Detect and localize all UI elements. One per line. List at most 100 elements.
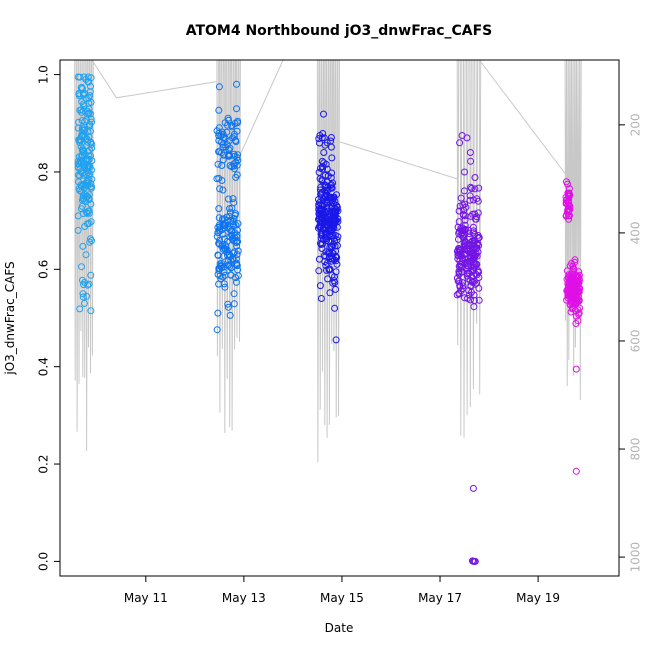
data-point (323, 259, 331, 267)
data-point (215, 205, 223, 213)
data-point (466, 192, 474, 200)
data-point (317, 239, 324, 247)
data-point (323, 266, 330, 274)
data-point (327, 174, 335, 182)
data-point (229, 195, 237, 203)
data-point (469, 484, 477, 492)
data-point (333, 223, 341, 231)
data-point (75, 92, 83, 100)
data-point (461, 238, 469, 246)
data-point (317, 221, 325, 229)
data-point (332, 285, 339, 293)
data-point (214, 252, 222, 259)
data-point (85, 172, 93, 180)
data-point (334, 233, 342, 241)
data-point (470, 196, 477, 204)
data-point (219, 186, 227, 194)
y-tick-label: 0.2 (37, 454, 51, 473)
series-flight-4 (453, 132, 483, 565)
data-point (325, 207, 332, 215)
data-point (78, 263, 85, 271)
data-point (85, 162, 92, 170)
data-point (473, 241, 481, 249)
data-point (334, 215, 342, 223)
data-point (231, 234, 239, 242)
plot-frame (59, 59, 620, 577)
data-point (214, 160, 222, 168)
data-point (227, 257, 235, 265)
data-point (453, 247, 461, 255)
y-tick-label: 0.0 (37, 552, 51, 571)
data-point (234, 247, 242, 255)
data-point (81, 299, 88, 307)
data-point (467, 157, 475, 165)
y-axis-left: 0.0 0.2 0.4 0.6 0.8 1.0 (37, 65, 60, 571)
data-point (225, 137, 233, 145)
data-point (565, 215, 573, 223)
data-point (318, 157, 326, 165)
data-point (315, 223, 323, 231)
data-point (216, 185, 224, 193)
data-point (75, 171, 82, 179)
y-tick-label: 0.8 (37, 162, 51, 181)
data-point (467, 183, 475, 191)
data-point (76, 305, 84, 313)
data-point (230, 222, 238, 230)
data-point (81, 164, 89, 172)
data-point (79, 242, 87, 250)
data-point (568, 259, 576, 267)
data-point (461, 294, 469, 302)
x-tick-label: May 17 (418, 591, 462, 605)
data-point (321, 193, 329, 201)
data-point (318, 134, 326, 142)
data-point (326, 232, 334, 240)
data-point (225, 116, 232, 124)
data-point (564, 189, 572, 197)
data-point (215, 225, 223, 233)
data-points (74, 73, 584, 565)
data-point (78, 117, 86, 124)
data-point (321, 172, 329, 179)
data-point (565, 290, 573, 298)
data-point (327, 137, 335, 145)
data-point (81, 279, 89, 286)
y-axis-label: jO3_dnwFrac_CAFS (3, 261, 17, 375)
data-point (469, 210, 477, 218)
data-point (315, 215, 323, 222)
data-point (565, 275, 573, 283)
data-point (75, 118, 83, 126)
data-point (234, 272, 242, 280)
data-point (214, 271, 222, 278)
data-point (455, 207, 463, 215)
data-point (320, 149, 328, 156)
data-point (317, 183, 325, 191)
data-point (80, 102, 88, 110)
data-point (331, 242, 339, 250)
data-point (220, 244, 228, 252)
data-point (572, 312, 580, 320)
data-point (456, 139, 464, 147)
data-point (464, 294, 472, 302)
data-point (233, 105, 240, 113)
x-tick-label: May 15 (320, 591, 364, 605)
data-point (223, 128, 231, 136)
data-point (455, 290, 463, 298)
data-point (471, 252, 478, 259)
data-point (472, 260, 480, 268)
data-point (233, 261, 241, 269)
data-point (75, 185, 83, 193)
data-point (461, 168, 468, 176)
data-point (79, 90, 87, 98)
data-point (331, 197, 339, 205)
data-point (462, 203, 470, 211)
data-point (471, 557, 479, 565)
x-axis: May 11 May 13 May 15 May 17 May 19 (124, 576, 560, 605)
data-point (80, 100, 88, 108)
data-point (475, 274, 483, 281)
data-point (573, 292, 581, 300)
data-point (85, 219, 93, 227)
data-point (315, 135, 323, 143)
pressure-transit-line (91, 59, 217, 99)
data-point (220, 280, 228, 288)
